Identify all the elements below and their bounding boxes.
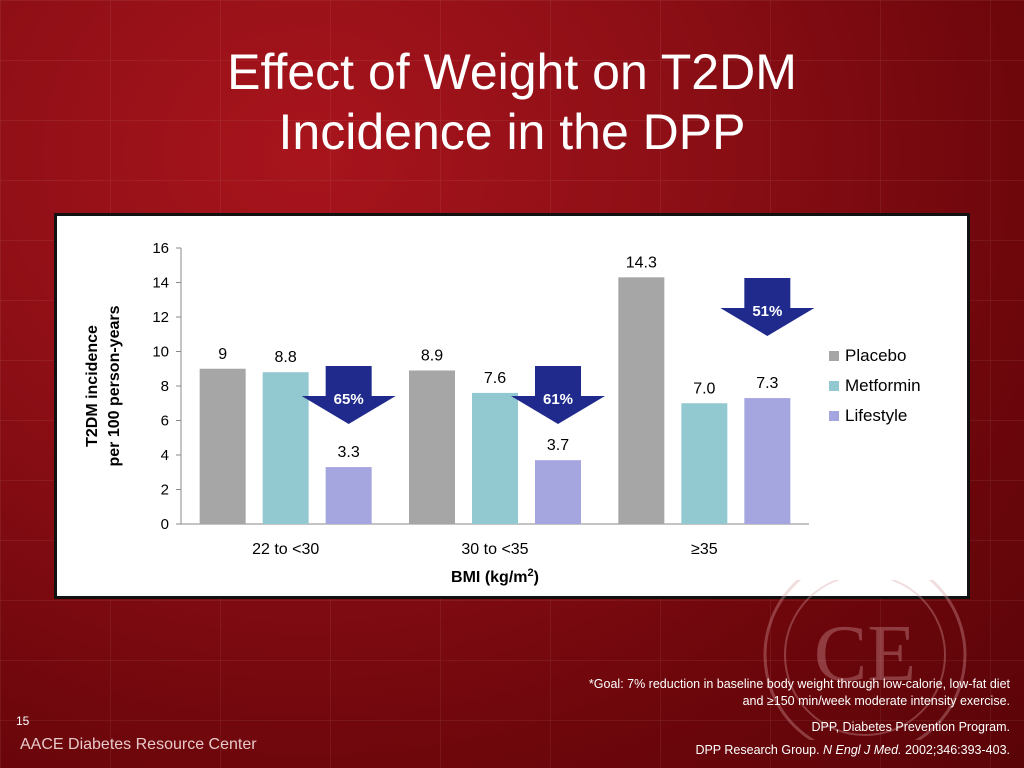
x-tick-label: ≥35 <box>691 541 718 558</box>
data-label: 7.6 <box>484 370 506 387</box>
seal-text: CE <box>814 610 916 698</box>
x-tick-label: 30 to <35 <box>461 541 528 558</box>
y-tick-label: 10 <box>152 344 169 361</box>
bar-metformin <box>472 392 518 524</box>
bar-placebo <box>409 370 455 524</box>
title-line-2: Incidence in the DPP <box>278 104 746 160</box>
legend-swatch-metformin <box>829 381 839 391</box>
brand-label: AACE Diabetes Resource Center <box>20 736 257 753</box>
y-tick-label: 0 <box>161 516 169 533</box>
legend-label-metformin: Metformin <box>845 376 921 395</box>
bar-placebo <box>618 277 665 524</box>
data-label: 8.9 <box>421 347 443 364</box>
bar-placebo <box>199 368 246 524</box>
reduction-arrow <box>301 366 396 424</box>
citation: DPP Research Group. N Engl J Med. 2002;3… <box>695 742 1010 759</box>
y-tick-label: 12 <box>152 309 169 326</box>
y-axis-label: T2DM incidence per 100 person-years <box>84 305 123 466</box>
data-label: 3.3 <box>338 444 360 461</box>
goal-footnote: *Goal: 7% reduction in baseline body wei… <box>589 676 1010 710</box>
chart-panel: 0 2 4 6 8 10 12 14 16 T2DM incidence per 100 perso… <box>54 213 970 599</box>
data-label: 7.0 <box>693 380 715 397</box>
goal-footnote-line-1: *Goal: 7% reduction in baseline body wei… <box>588 677 1010 691</box>
y-tick-label: 2 <box>161 482 169 499</box>
y-tick-label: 14 <box>152 275 169 292</box>
y-tick-label: 8 <box>161 378 169 395</box>
bar-lifestyle <box>535 460 581 524</box>
bar-lifestyle <box>744 398 791 524</box>
ce-seal-logo: CE <box>763 580 967 740</box>
dpp-footnote: DPP, Diabetes Prevention Program. <box>811 720 1010 734</box>
y-tick-label: 6 <box>161 413 169 430</box>
citation-suffix: 2002;346:393-403. <box>901 743 1010 757</box>
reduction-label: 51% <box>752 303 782 320</box>
legend-swatch-lifestyle <box>829 411 839 421</box>
legend-label-placebo: Placebo <box>845 346 906 365</box>
citation-journal: N Engl J Med. <box>823 743 902 757</box>
title-line-1: Effect of Weight on T2DM <box>227 44 797 100</box>
reduction-label: 61% <box>543 391 573 408</box>
data-label: 3.7 <box>547 437 569 454</box>
y-tick-label: 4 <box>161 447 169 464</box>
y-tick-label: 16 <box>152 240 169 257</box>
reduction-arrow <box>511 366 605 424</box>
goal-footnote-line-2: and ≥150 min/week moderate intensity exe… <box>742 694 1010 708</box>
reduction-label: 65% <box>334 391 364 408</box>
legend-label-lifestyle: Lifestyle <box>845 406 907 425</box>
data-label: 8.8 <box>275 349 297 366</box>
data-label: 7.3 <box>756 375 778 392</box>
data-label: 9 <box>218 346 227 363</box>
bar-metformin <box>262 372 309 524</box>
reduction-arrow <box>720 278 815 336</box>
data-label: 14.3 <box>626 254 657 271</box>
x-tick-label: 22 to <30 <box>252 541 319 558</box>
page-number: 15 <box>16 714 30 728</box>
x-axis-label: BMI (kg/m2) <box>451 567 539 586</box>
bar-metformin <box>681 403 728 524</box>
citation-prefix: DPP Research Group. <box>695 743 824 757</box>
bar-chart: 0 2 4 6 8 10 12 14 16 T2DM incidence per 100 perso… <box>84 240 921 586</box>
slide-title: Effect of Weight on T2DM Incidence in th… <box>0 42 1024 162</box>
legend-swatch-placebo <box>829 351 839 361</box>
bar-lifestyle <box>325 467 372 524</box>
